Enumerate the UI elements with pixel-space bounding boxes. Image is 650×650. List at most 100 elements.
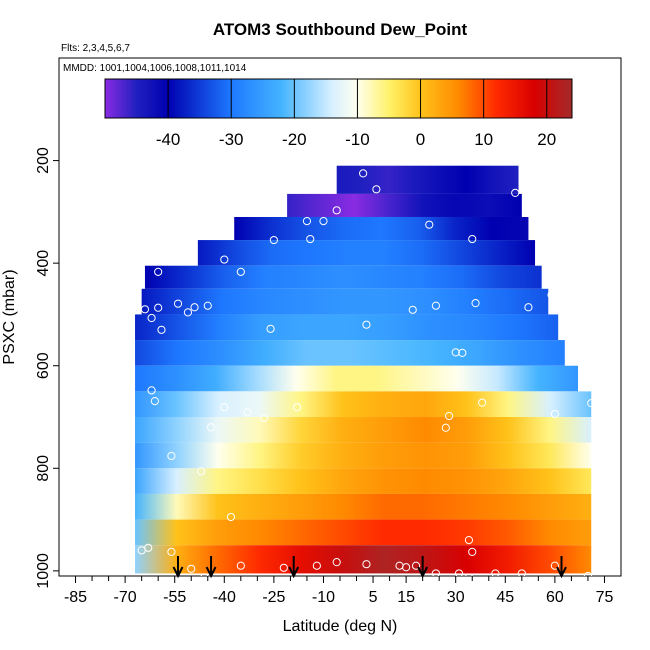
sample-point — [206, 423, 216, 432]
sample-point — [431, 569, 440, 576]
heatmap-band — [135, 468, 592, 494]
sample-point — [312, 561, 321, 570]
sample-point — [266, 324, 275, 333]
x-tick-label: -85 — [64, 589, 87, 606]
x-tick-label: 15 — [397, 589, 415, 606]
colorbar-tick-label: -40 — [156, 130, 181, 149]
sample-point — [220, 403, 229, 412]
heatmap-band — [141, 288, 549, 315]
sample-point — [147, 386, 156, 395]
sample-point — [292, 403, 302, 412]
sample-point — [362, 560, 371, 569]
colorbar-tick-label: -30 — [219, 130, 244, 149]
x-tick-label: 30 — [447, 589, 465, 606]
sample-point — [269, 235, 278, 245]
heatmap-band — [135, 340, 565, 366]
y-axis-label: PSXC (mbar) — [1, 269, 18, 364]
sample-point — [187, 564, 196, 573]
colorbar-tick-label: 0 — [416, 130, 425, 149]
sample-point — [259, 413, 269, 423]
sample-point — [468, 234, 477, 244]
sample-point — [362, 320, 371, 329]
heatmap-band — [144, 265, 542, 289]
flight-arrow-head — [288, 566, 300, 579]
heatmap-band — [135, 417, 592, 443]
sample-point — [465, 573, 473, 576]
sample-point — [550, 561, 559, 570]
sample-point — [200, 573, 209, 576]
sample-point — [167, 451, 176, 461]
sample-point — [147, 313, 156, 323]
sample-point — [203, 301, 212, 310]
colorbar-tick-label: -20 — [282, 130, 307, 149]
heatmap-band — [287, 193, 522, 217]
sample-point — [524, 303, 533, 312]
x-tick-label: -25 — [262, 589, 285, 606]
x-tick-label: 75 — [596, 589, 614, 606]
sample-point — [154, 267, 163, 276]
sample-point — [454, 569, 464, 576]
sample-point — [478, 398, 487, 407]
sample-point — [425, 220, 434, 229]
sample-point — [408, 305, 417, 314]
y-tick-label: 800 — [35, 455, 52, 482]
sample-point — [451, 348, 460, 357]
colorbar — [104, 78, 573, 119]
x-axis: -85 -70 -55 -40 -25 -10 5 15 30 45 60 75 — [64, 576, 614, 606]
sample-point — [220, 255, 229, 264]
sample-point — [127, 305, 136, 314]
sample-point — [372, 185, 381, 194]
sample-point — [402, 563, 411, 572]
sample-point — [431, 301, 440, 310]
sample-point — [243, 408, 252, 417]
heatmap-band — [135, 314, 559, 341]
sample-point — [491, 569, 500, 576]
x-tick-label: 5 — [369, 589, 378, 606]
sample-point — [319, 216, 328, 226]
x-tick-label: -55 — [163, 589, 186, 606]
heatmap-band — [336, 165, 519, 194]
flight-arrow-head — [172, 566, 184, 579]
sample-point — [306, 234, 315, 244]
sample-point — [190, 303, 199, 312]
heatmap-band — [135, 391, 592, 418]
chart-title: ATOM3 Southbound Dew_Point — [213, 20, 468, 39]
colorbar-tick-label: 20 — [537, 130, 556, 149]
sample-point — [332, 558, 341, 567]
sample-point — [236, 267, 245, 276]
sample-point — [144, 543, 153, 552]
heatmap-band — [197, 240, 536, 266]
sample-point — [302, 216, 312, 226]
heatmap-band — [135, 493, 592, 520]
y-tick-label: 600 — [35, 352, 52, 379]
sample-point — [511, 188, 520, 197]
sample-point — [517, 569, 526, 576]
sample-point — [173, 299, 183, 308]
sample-point — [154, 303, 163, 312]
sample-point — [587, 399, 596, 408]
sample-point — [464, 535, 474, 545]
y-tick-label: 400 — [35, 250, 52, 277]
sample-point — [411, 561, 421, 570]
sample-point — [167, 547, 176, 556]
heatmap-band — [234, 216, 529, 241]
flights-subtitle: Flts: 2,3,4,5,6,7 — [61, 43, 130, 54]
sample-point — [458, 348, 467, 358]
x-tick-label: -40 — [213, 589, 236, 606]
sample-point — [279, 563, 288, 572]
sample-point — [226, 512, 236, 522]
sample-point — [468, 547, 477, 556]
sample-point — [441, 423, 450, 432]
y-tick-label: 200 — [35, 147, 52, 174]
sample-point — [359, 169, 368, 178]
sample-point — [547, 290, 556, 300]
sample-point — [140, 305, 150, 314]
dates-subtitle: MMDD: 1001,1004,1006,1008,1011,1014 — [63, 63, 247, 74]
sample-point — [183, 308, 193, 317]
x-tick-label: -70 — [114, 589, 137, 606]
heatmap-band — [135, 442, 592, 469]
x-tick-label: 60 — [546, 589, 564, 606]
colorbar-ticks: -40 -30 -20 -10 0 10 20 — [156, 79, 556, 149]
x-axis-label: Latitude (deg N) — [283, 618, 398, 635]
